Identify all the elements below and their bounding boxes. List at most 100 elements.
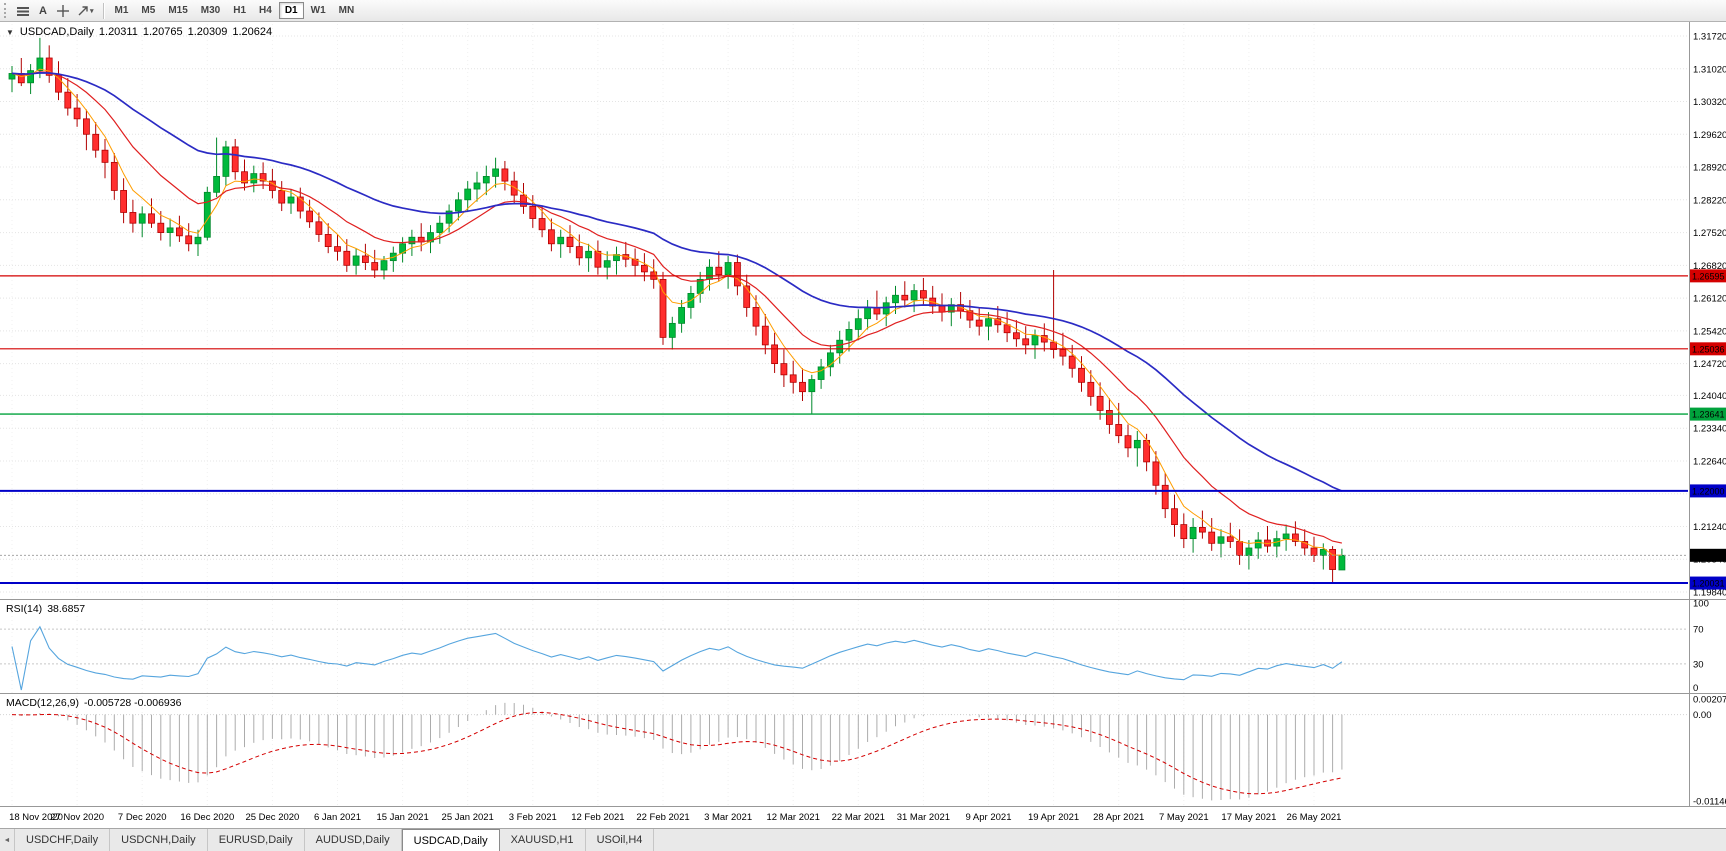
rsi-pane[interactable] [0, 625, 1688, 691]
date-axis-label: 19 Apr 2021 [1028, 812, 1079, 823]
candle [799, 381, 806, 393]
toolbar-separator [102, 2, 104, 19]
candle [1078, 367, 1085, 383]
toolbar-drag-handle[interactable] [4, 3, 9, 18]
date-axis-label: 3 Mar 2021 [704, 812, 752, 823]
chart-title-bar: ▼ USDCAD,Daily 1.20311 1.20765 1.20309 1… [6, 26, 272, 38]
rsi-axis-label: 70 [1693, 625, 1704, 636]
tab-usdchf-daily[interactable]: USDCHF,Daily [15, 829, 111, 851]
candle [1031, 335, 1039, 346]
candle [1161, 484, 1169, 510]
macd-axis-label: 0.00 [1693, 710, 1712, 721]
candle [427, 232, 434, 243]
chart-canvas[interactable]: 1.31720 1.31020 1.30320 1.29620 1.28920 1.282… [0, 22, 1726, 828]
crosshair-icon [57, 4, 69, 17]
candle [566, 236, 574, 248]
candle [901, 294, 909, 301]
candle [836, 339, 844, 354]
candle [445, 210, 453, 224]
candle [222, 146, 230, 177]
date-axis-label: 3 Feb 2021 [509, 812, 557, 823]
candle [1199, 527, 1206, 533]
date-axis-label: 31 Mar 2021 [897, 812, 950, 823]
candle [557, 236, 565, 245]
candle [473, 182, 481, 190]
candle [352, 255, 360, 266]
tab-eurusd-daily[interactable]: EURUSD,Daily [207, 829, 305, 851]
timeframe-button-m15[interactable]: M15 [168, 5, 188, 16]
candle [678, 307, 685, 324]
price-axis-label: 1.26820 [1693, 261, 1726, 272]
timeframe-button-h1[interactable]: H1 [233, 5, 247, 16]
timeframe-button-w1[interactable]: W1 [310, 5, 326, 16]
text-tool-button[interactable]: A [33, 2, 53, 20]
menu-button[interactable] [13, 2, 33, 20]
svg-text:1.26595: 1.26595 [1692, 271, 1725, 281]
price-axis-label: 1.31720 [1693, 32, 1726, 43]
candle [241, 171, 248, 184]
candle [371, 262, 379, 271]
price-badge-1.25036 [1690, 342, 1726, 356]
tab-usdcad-daily[interactable]: USDCAD,Daily [401, 829, 500, 851]
candle [492, 168, 500, 177]
candle [1115, 424, 1123, 437]
timeframe-button-d1[interactable]: D1 [278, 2, 304, 19]
candle [194, 236, 202, 245]
tab-usdcnh-daily[interactable]: USDCNH,Daily [110, 829, 208, 851]
price-axis[interactable]: 1.31720 1.31020 1.30320 1.29620 1.28920 1.282… [1690, 32, 1726, 808]
candle [845, 329, 853, 341]
candle [715, 266, 723, 276]
candle [1208, 531, 1216, 544]
macd-values: -0.005728 -0.006936 [83, 697, 182, 709]
candle [120, 190, 127, 213]
menu-icon [17, 6, 29, 16]
tab-usoil-h4[interactable]: USOil,H4 [585, 829, 655, 851]
candle [175, 227, 183, 237]
candle [1124, 435, 1132, 449]
candle [1059, 349, 1067, 357]
candle [789, 374, 797, 383]
candle [938, 305, 946, 313]
date-axis-label: 9 Apr 2021 [966, 812, 1012, 823]
date-axis-label: 26 May 2021 [1287, 812, 1342, 823]
price-axis-label: 1.31020 [1693, 64, 1726, 75]
timeframe-button-m1[interactable]: M1 [114, 5, 129, 16]
macd-indicator-label: MACD(12,26,9) -0.005728 -0.006936 [6, 697, 181, 709]
candle [538, 218, 546, 231]
rsi-axis-label: 0 [1693, 683, 1698, 694]
bottom-tab-bar-tabs: USDCHF,Daily USDCNH,Daily EURUSD,Daily AUDU… [15, 829, 655, 851]
candle [436, 222, 444, 233]
timeframe-button-mn[interactable]: MN [338, 5, 355, 16]
candle [864, 307, 871, 320]
timeframe-button-m30[interactable]: M30 [200, 5, 221, 16]
date-axis-label: 15 Jan 2021 [376, 812, 428, 823]
candle [817, 366, 825, 380]
candle [1329, 549, 1336, 570]
candle [185, 235, 193, 245]
candle [668, 322, 676, 338]
timeframe-group: M1 M5 M15 M30 H1 H4 D1 W1 MN [109, 2, 361, 19]
chart-window: 1.31720 1.31020 1.30320 1.29620 1.28920 1.282… [0, 22, 1726, 828]
date-axis-label: 7 May 2021 [1159, 812, 1209, 823]
tab-audusd-daily[interactable]: AUDUSD,Daily [304, 829, 402, 851]
tab-xauusd-h1[interactable]: XAUUSD,H1 [499, 829, 586, 851]
timeframe-button-m5[interactable]: M5 [141, 5, 156, 16]
candle [892, 294, 899, 304]
main-price-pane[interactable] [0, 24, 1688, 806]
tab-scroll-left-button[interactable]: ◄ [0, 829, 15, 851]
candle [780, 363, 788, 376]
date-axis-label: 22 Mar 2021 [832, 812, 885, 823]
current-price-badge [1690, 548, 1726, 562]
candle [1217, 536, 1225, 544]
chart-symbol-label: USDCAD,Daily [19, 26, 94, 38]
candle [510, 180, 518, 196]
timeframe-button-h4[interactable]: H4 [259, 5, 272, 16]
macd-pane[interactable] [0, 702, 1688, 801]
ma-line-34 [11, 72, 1343, 492]
arrows-tool-button[interactable]: ▾ [73, 2, 98, 20]
candle [706, 266, 713, 280]
candle [36, 57, 44, 72]
chart-dropdown-icon[interactable]: ▼ [6, 27, 14, 37]
crosshair-tool-button[interactable] [53, 2, 73, 20]
